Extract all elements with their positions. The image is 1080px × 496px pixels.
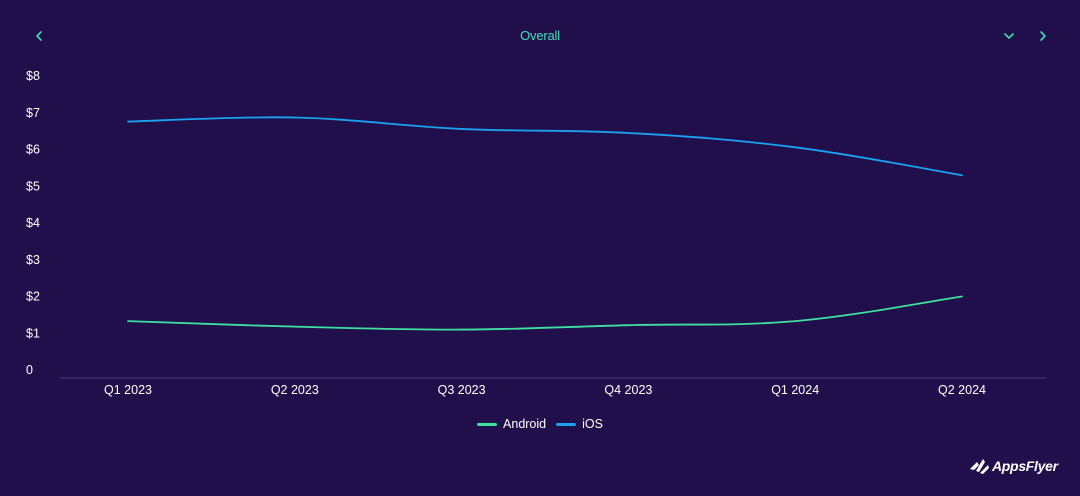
x-tick-label: Q1 2024 bbox=[771, 383, 819, 397]
y-tick-label: $1 bbox=[26, 326, 40, 340]
line-chart: 0$1$2$3$4$5$6$7$8 Q1 2023 Q2 2023 Q3 2023 Q… bbox=[26, 69, 1046, 397]
chevron-right-icon bbox=[1040, 31, 1046, 41]
chart-title[interactable]: Overall bbox=[520, 28, 560, 43]
dropdown-button[interactable] bbox=[997, 24, 1021, 48]
series-layer bbox=[127, 116, 963, 331]
appsflyer-logo-icon bbox=[970, 459, 989, 474]
brand-name: AppsFlyer bbox=[992, 458, 1058, 474]
y-tick-label: $4 bbox=[26, 216, 40, 230]
next-button[interactable] bbox=[1031, 24, 1055, 48]
y-tick-label: 0 bbox=[26, 363, 33, 377]
x-axis: Q1 2023 Q2 2023 Q3 2023 Q4 2023 Q1 2024 Q2 20… bbox=[60, 377, 1046, 397]
chevron-left-icon bbox=[36, 31, 42, 41]
legend-swatch-ios bbox=[556, 422, 577, 426]
chevron-down-icon bbox=[1004, 33, 1014, 39]
y-tick-label: $3 bbox=[26, 253, 40, 267]
prev-button[interactable] bbox=[27, 24, 51, 48]
y-tick-label: $7 bbox=[26, 106, 40, 120]
x-tick-label: Q2 2023 bbox=[271, 383, 319, 397]
y-axis: 0 $1 $2 $3 $4 $5 $6 $7 $8 bbox=[26, 69, 40, 377]
y-tick-label: $6 bbox=[26, 143, 40, 157]
legend-swatch-android bbox=[477, 422, 498, 426]
x-tick-label: Q2 2024 bbox=[938, 383, 986, 397]
y-tick-label: $5 bbox=[26, 179, 40, 193]
legend-item-ios[interactable]: iOS bbox=[556, 417, 603, 431]
legend-label-ios: iOS bbox=[582, 417, 603, 431]
y-tick-label: $2 bbox=[26, 290, 40, 304]
appsflyer-logo: AppsFlyer bbox=[968, 455, 1058, 477]
series-line-ios[interactable] bbox=[127, 116, 963, 177]
chart-legend: Android iOS bbox=[0, 417, 1080, 431]
x-tick-label: Q1 2023 bbox=[104, 383, 152, 397]
x-tick-label: Q3 2023 bbox=[438, 383, 486, 397]
legend-item-android[interactable]: Android bbox=[477, 417, 546, 431]
series-line-android[interactable] bbox=[127, 295, 963, 331]
x-tick-label: Q4 2023 bbox=[604, 383, 652, 397]
y-tick-label: $8 bbox=[26, 69, 40, 83]
legend-label-android: Android bbox=[503, 417, 547, 431]
